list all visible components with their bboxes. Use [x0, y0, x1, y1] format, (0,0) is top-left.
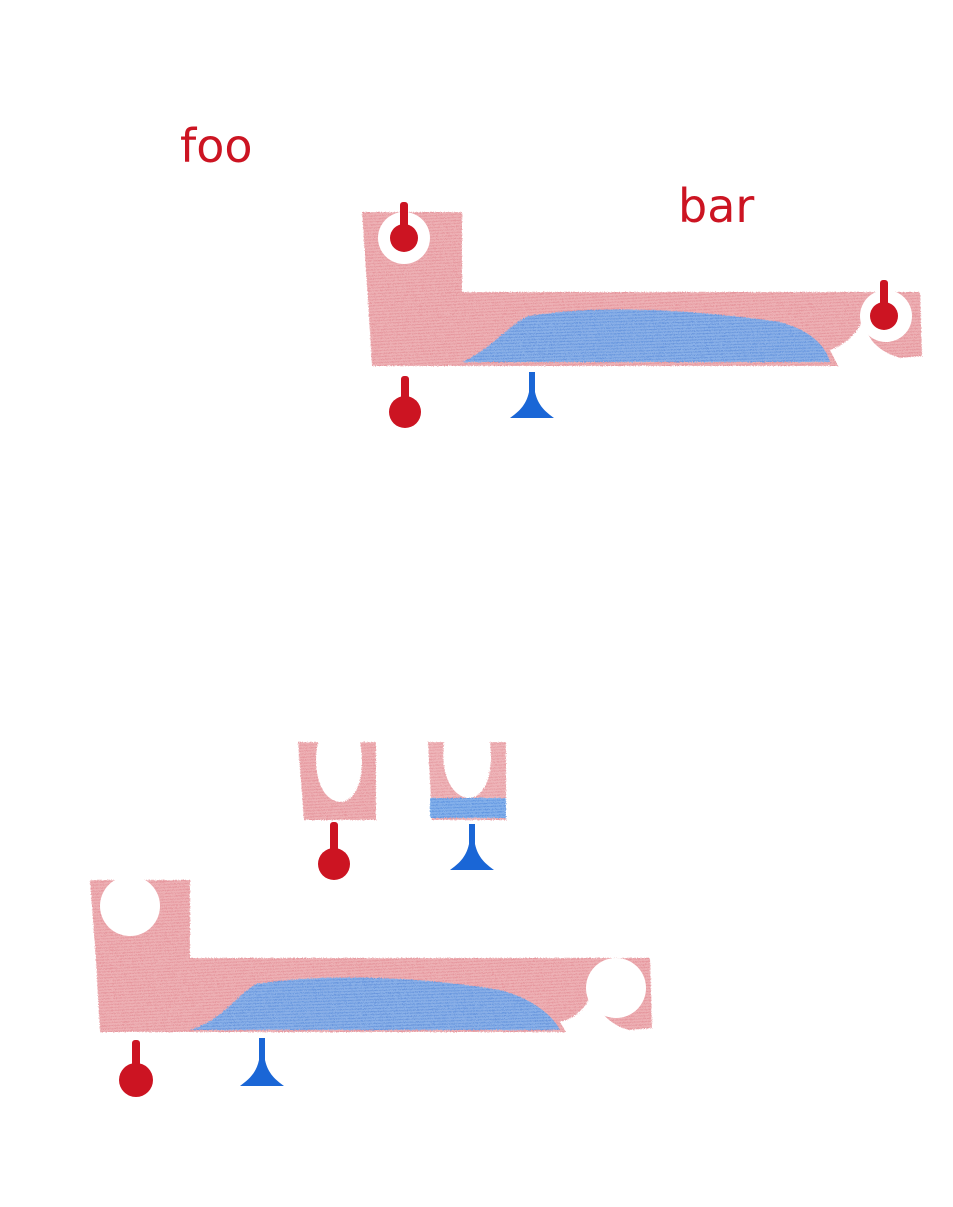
- label-foo: foo: [180, 119, 252, 173]
- pin-round-icon: [318, 822, 350, 880]
- pin-cone-icon: [510, 372, 554, 418]
- bottom-figure: [90, 876, 652, 1032]
- top-blue-wedge: [462, 309, 830, 362]
- pin-round-icon: [389, 376, 421, 428]
- bottom-right-notch-hole: [586, 958, 646, 1018]
- top-figure: [362, 212, 922, 366]
- legend-blue-cup: [428, 742, 506, 820]
- pin-cone-icon: [240, 1038, 284, 1086]
- pin-round-icon: [390, 202, 418, 252]
- legend-red-cup: [298, 742, 376, 820]
- pin-round-icon: [119, 1040, 153, 1097]
- legend-blue-band: [430, 798, 506, 818]
- bottom-left-notch-hole: [100, 876, 160, 936]
- u-notch-icon: [298, 742, 376, 820]
- label-bar: bar: [678, 179, 754, 233]
- pin-cone-icon: [450, 824, 494, 870]
- pin-round-icon: [870, 280, 898, 330]
- bottom-blue-wedge: [190, 977, 560, 1030]
